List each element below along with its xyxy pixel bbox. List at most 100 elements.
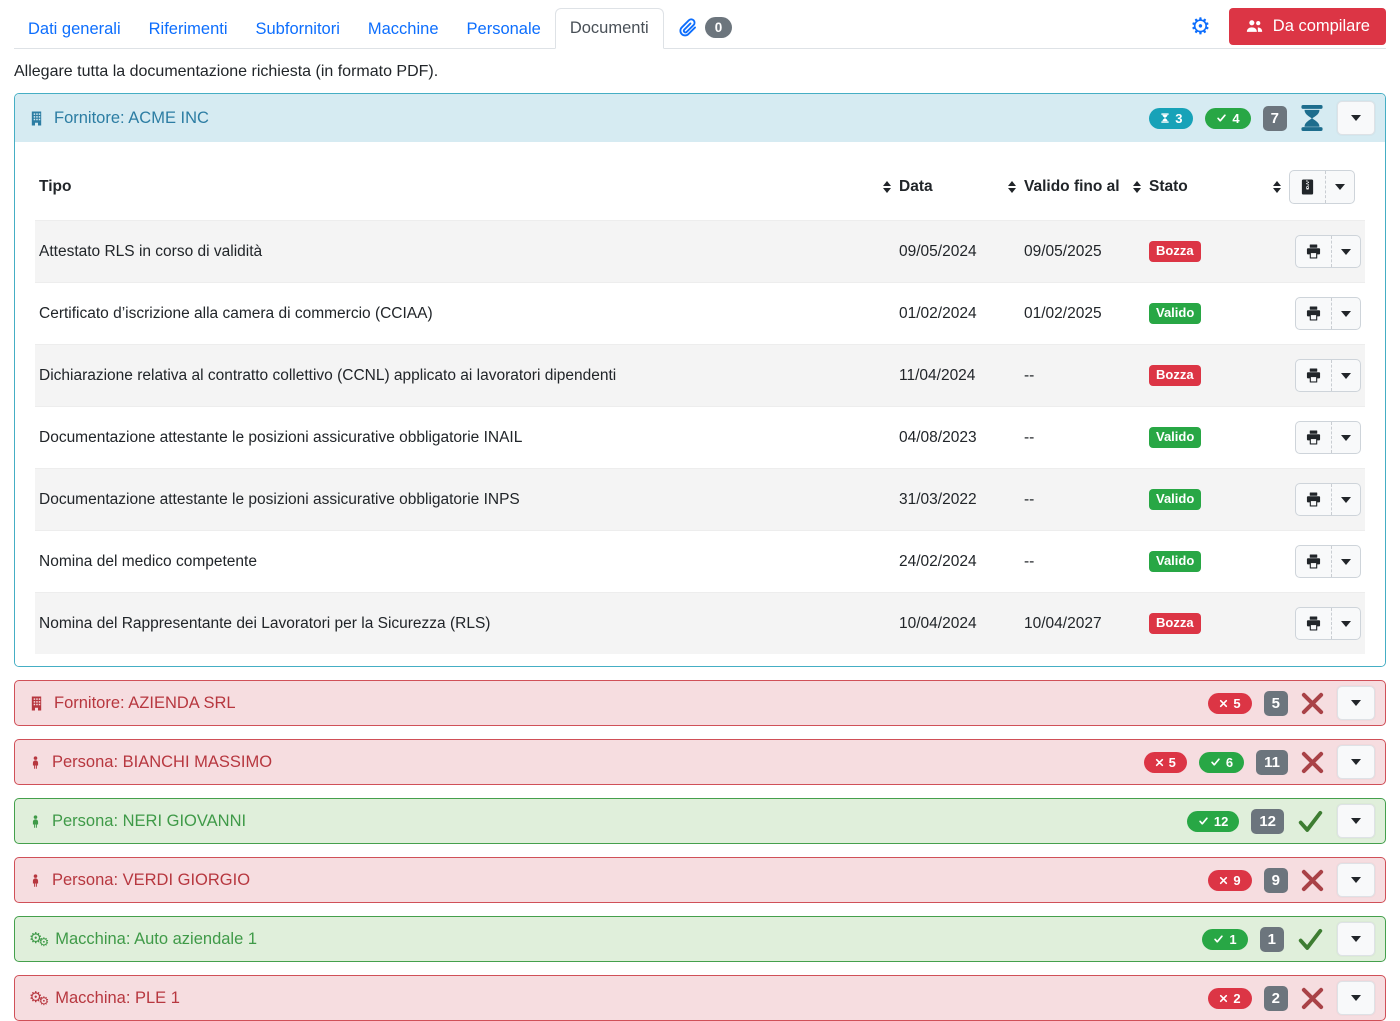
section-macchina-auto-aziendale-1[interactable]: ⚙⚙ Macchina: Auto aziendale 1 1 1	[14, 916, 1386, 962]
download-zip-split-button[interactable]	[1289, 170, 1355, 204]
sort-icon-tipo[interactable]	[883, 181, 891, 193]
supplier-card-header[interactable]: Fornitore: ACME INC 3 4 7	[15, 94, 1385, 142]
tab-personale[interactable]: Personale	[466, 20, 541, 38]
status-check-icon	[1296, 808, 1325, 834]
section-persona-neri-giovanni[interactable]: Persona: NERI GIOVANNI 12 12	[14, 798, 1386, 844]
section-macchina-ple-1[interactable]: ⚙⚙ Macchina: PLE 1 2 2	[14, 975, 1386, 1021]
print-split-button[interactable]	[1295, 421, 1361, 454]
attachments-count-badge: 0	[704, 16, 733, 38]
pending-count: 3	[1175, 110, 1183, 126]
print-split-button[interactable]	[1295, 483, 1361, 516]
paperclip-icon	[678, 17, 698, 37]
print-dropdown-caret[interactable]	[1331, 608, 1360, 639]
column-header-tipo[interactable]: Tipo	[35, 144, 895, 221]
doc-data: 11/04/2024	[895, 344, 1020, 407]
valid-count-pill: 4	[1205, 107, 1251, 129]
section-dropdown-button[interactable]	[1337, 686, 1375, 720]
tab-subfornitori[interactable]: Subfornitori	[255, 20, 340, 38]
table-row[interactable]: Documentazione attestante le posizioni a…	[35, 406, 1365, 469]
tab-dati-generali[interactable]: Dati generali	[28, 20, 121, 38]
print-split-button[interactable]	[1295, 235, 1361, 268]
column-header-valido[interactable]: Valido fino al	[1020, 144, 1145, 221]
person-icon	[29, 872, 42, 889]
status-badge: Bozza	[1149, 241, 1201, 262]
table-row[interactable]: Dichiarazione relativa al contratto coll…	[35, 344, 1365, 407]
section-persona-verdi-giorgio[interactable]: Persona: VERDI GIORGIO 9 9	[14, 857, 1386, 903]
printer-icon	[1296, 422, 1331, 453]
zip-dropdown-caret[interactable]	[1325, 171, 1354, 203]
page-instructions: Allegare tutta la documentazione richies…	[14, 63, 439, 80]
settings-gear-icon[interactable]: ⚙	[1190, 13, 1211, 39]
invalid-count-pill: 2	[1208, 987, 1252, 1009]
status-badge: Valido	[1149, 551, 1202, 572]
status-badge: Valido	[1149, 303, 1202, 324]
status-badge: Valido	[1149, 427, 1202, 448]
chevron-down-icon	[1351, 877, 1361, 883]
total-count-badge: 2	[1263, 985, 1288, 1011]
section-dropdown-button[interactable]	[1337, 101, 1375, 135]
doc-tipo: Dichiarazione relativa al contratto coll…	[35, 344, 895, 407]
tab-macchine[interactable]: Macchine	[367, 20, 439, 38]
status-x-icon	[1300, 691, 1325, 716]
table-row[interactable]: Documentazione attestante le posizioni a…	[35, 468, 1365, 531]
print-dropdown-caret[interactable]	[1331, 236, 1360, 267]
tab-riferimenti[interactable]: Riferimenti	[148, 20, 228, 38]
printer-icon	[1296, 298, 1331, 329]
table-row[interactable]: Certificato d’iscrizione alla camera di …	[35, 282, 1365, 345]
doc-tipo: Documentazione attestante le posizioni a…	[35, 468, 895, 531]
da-compilare-label: Da compilare	[1272, 17, 1370, 35]
printer-icon	[1296, 360, 1331, 391]
print-split-button[interactable]	[1295, 545, 1361, 578]
sort-icon-stato[interactable]	[1273, 181, 1281, 193]
hourglass-icon	[1160, 112, 1170, 124]
doc-tipo: Certificato d’iscrizione alla camera di …	[35, 282, 895, 345]
attachments-indicator[interactable]: 0	[664, 16, 743, 49]
doc-valido: --	[1020, 344, 1145, 407]
column-header-stato[interactable]: Stato	[1145, 144, 1285, 221]
table-row[interactable]: Nomina del medico competente 24/02/2024 …	[35, 530, 1365, 593]
section-dropdown-button[interactable]	[1337, 745, 1375, 779]
gears-icon: ⚙⚙	[29, 929, 49, 949]
chevron-down-icon	[1351, 700, 1361, 706]
tab-documenti[interactable]: Documenti	[554, 8, 664, 49]
doc-valido: --	[1020, 530, 1145, 593]
section-dropdown-button[interactable]	[1337, 804, 1375, 838]
building-icon	[29, 110, 44, 127]
status-badge: Valido	[1149, 489, 1202, 510]
section-title-label: Macchina: Auto aziendale 1	[55, 929, 258, 948]
section-dropdown-button[interactable]	[1337, 981, 1375, 1015]
chevron-down-icon	[1351, 995, 1361, 1001]
status-x-icon	[1300, 868, 1325, 893]
section-title-label: Persona: BIANCHI MASSIMO	[52, 752, 273, 771]
print-split-button[interactable]	[1295, 297, 1361, 330]
x-icon	[1219, 994, 1228, 1003]
column-header-data[interactable]: Data	[895, 144, 1020, 221]
person-icon	[29, 754, 42, 771]
da-compilare-button[interactable]: Da compilare	[1228, 8, 1386, 45]
sort-icon-valido[interactable]	[1133, 181, 1141, 193]
print-split-button[interactable]	[1295, 359, 1361, 392]
print-dropdown-caret[interactable]	[1331, 484, 1360, 515]
status-x-icon	[1300, 986, 1325, 1011]
section-title-label: Persona: NERI GIOVANNI	[52, 811, 247, 830]
print-dropdown-caret[interactable]	[1331, 422, 1360, 453]
sort-icon-data[interactable]	[1008, 181, 1016, 193]
print-dropdown-caret[interactable]	[1331, 546, 1360, 577]
valid-count-pill: 6	[1198, 751, 1245, 773]
section-dropdown-button[interactable]	[1337, 922, 1375, 956]
section-persona-bianchi-massimo[interactable]: Persona: BIANCHI MASSIMO 5 6 11	[14, 739, 1386, 785]
total-count-badge: 11	[1256, 749, 1288, 775]
check-icon	[1198, 816, 1209, 826]
table-row[interactable]: Nomina del Rappresentante dei Lavoratori…	[35, 592, 1365, 654]
section-dropdown-button[interactable]	[1337, 863, 1375, 897]
column-header-actions	[1285, 144, 1365, 221]
tab-bar: Dati generali Riferimenti Subfornitori M…	[14, 8, 1386, 49]
doc-valido: 09/05/2025	[1020, 220, 1145, 283]
zip-file-icon	[1290, 171, 1325, 203]
person-icon	[29, 813, 42, 830]
print-dropdown-caret[interactable]	[1331, 298, 1360, 329]
print-split-button[interactable]	[1295, 607, 1361, 640]
table-row[interactable]: Attestato RLS in corso di validità 09/05…	[35, 220, 1365, 283]
print-dropdown-caret[interactable]	[1331, 360, 1360, 391]
section-fornitore-azienda-srl[interactable]: Fornitore: AZIENDA SRL 5 5	[14, 680, 1386, 726]
